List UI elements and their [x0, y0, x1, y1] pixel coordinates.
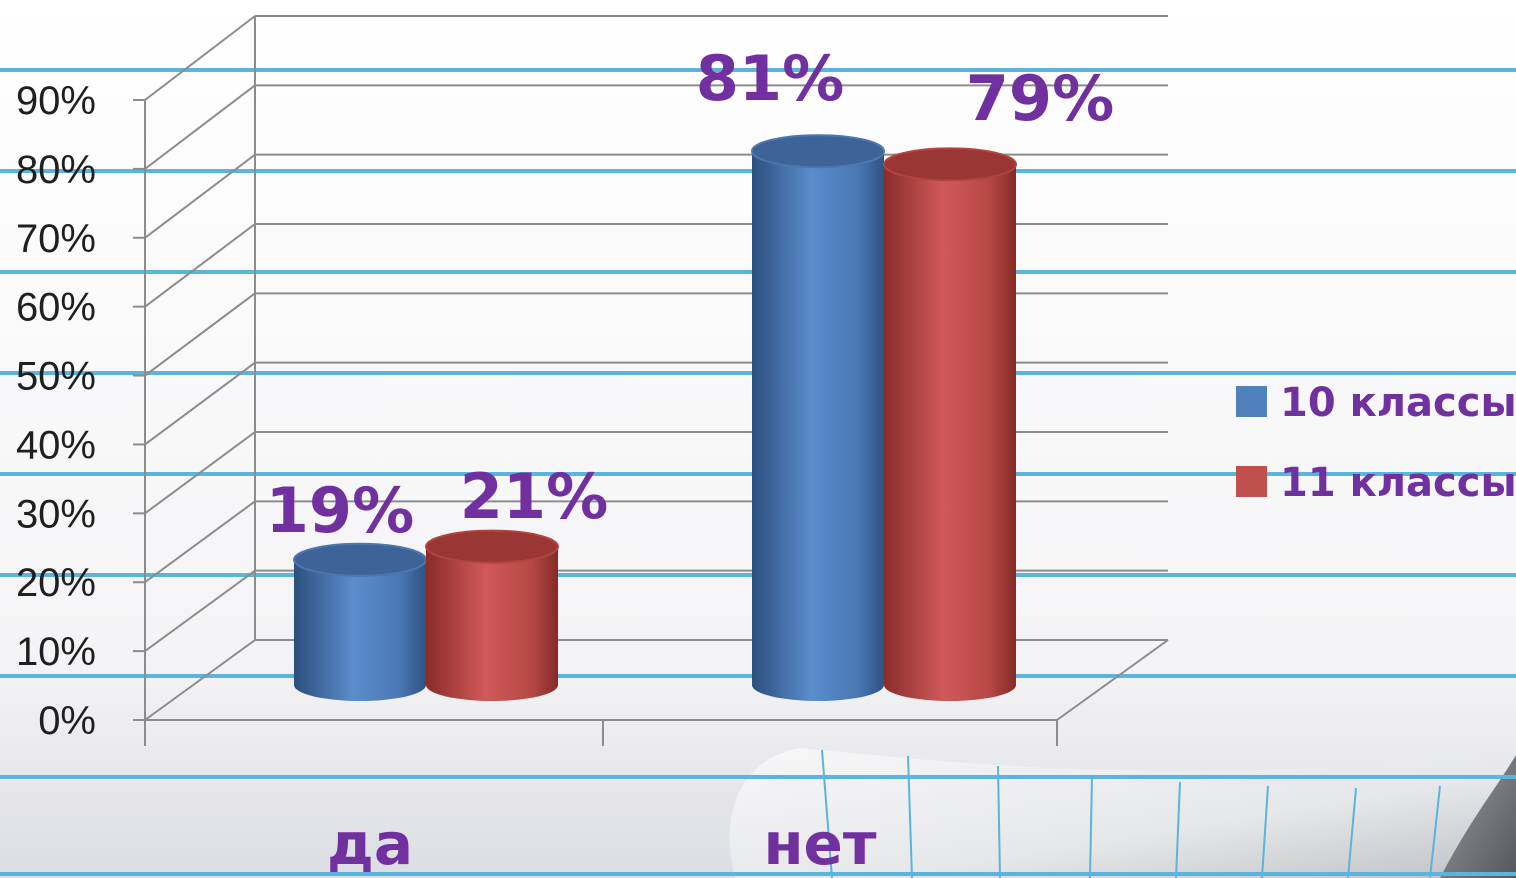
x-axis-categories: да нет: [327, 810, 877, 878]
bar: [751, 134, 885, 701]
legend-item: 10 классы: [1236, 380, 1516, 426]
gridline-side: [144, 15, 256, 101]
y-tick-label: 30%: [16, 492, 96, 536]
gridline-side: [144, 500, 256, 584]
x-category-label: нет: [763, 810, 876, 878]
data-label: 79%: [966, 62, 1114, 135]
y-tick-label: 40%: [16, 423, 96, 467]
gridline-side: [144, 431, 256, 515]
gridline-side: [144, 361, 256, 446]
gridline-side: [144, 153, 256, 239]
bar-body: [752, 151, 884, 701]
gridline-side: [144, 292, 256, 377]
gridline-side: [144, 84, 256, 170]
legend-item: 11 классы: [1236, 460, 1516, 506]
paper-curl-decoration: [729, 748, 1516, 878]
data-label: 81%: [696, 42, 844, 115]
data-labels: 19% 21% 81% 79%: [266, 42, 1114, 547]
bar-body: [426, 546, 558, 701]
legend-label: 10 классы: [1280, 380, 1516, 426]
bar-top: [751, 134, 885, 169]
y-tick-label: 90%: [16, 79, 96, 123]
bar: [293, 542, 427, 701]
y-axis-ticks: 0% 10% 20% 30% 40% 50% 60% 70% 80% 90%: [16, 79, 96, 743]
legend: 10 классы 11 классы: [1236, 380, 1516, 506]
y-tick-label: 10%: [16, 630, 96, 674]
data-label: 21%: [460, 460, 608, 533]
legend-swatch: [1236, 386, 1267, 417]
bar: [883, 147, 1017, 701]
y-tick-label: 0%: [38, 699, 96, 743]
legend-swatch: [1236, 466, 1267, 497]
gridline-side: [144, 639, 256, 721]
bars: [293, 134, 1017, 701]
floor-edge: [1056, 639, 1169, 721]
bar-top: [293, 542, 427, 577]
bar-body: [884, 164, 1016, 701]
x-category-label: да: [327, 810, 413, 878]
gridline-side: [144, 223, 256, 308]
legend-label: 11 классы: [1280, 460, 1516, 506]
bar: [425, 529, 559, 701]
y-tick-label: 60%: [16, 286, 96, 330]
data-label: 19%: [266, 474, 414, 547]
gridline-side: [144, 569, 256, 652]
y-tick-label: 80%: [16, 148, 96, 192]
y-tick-label: 20%: [16, 561, 96, 605]
bar-body: [294, 559, 426, 701]
bar-top: [425, 529, 559, 564]
bar-top: [883, 147, 1017, 182]
y-tick-label: 70%: [16, 217, 96, 261]
y-tick-label: 50%: [16, 355, 96, 399]
